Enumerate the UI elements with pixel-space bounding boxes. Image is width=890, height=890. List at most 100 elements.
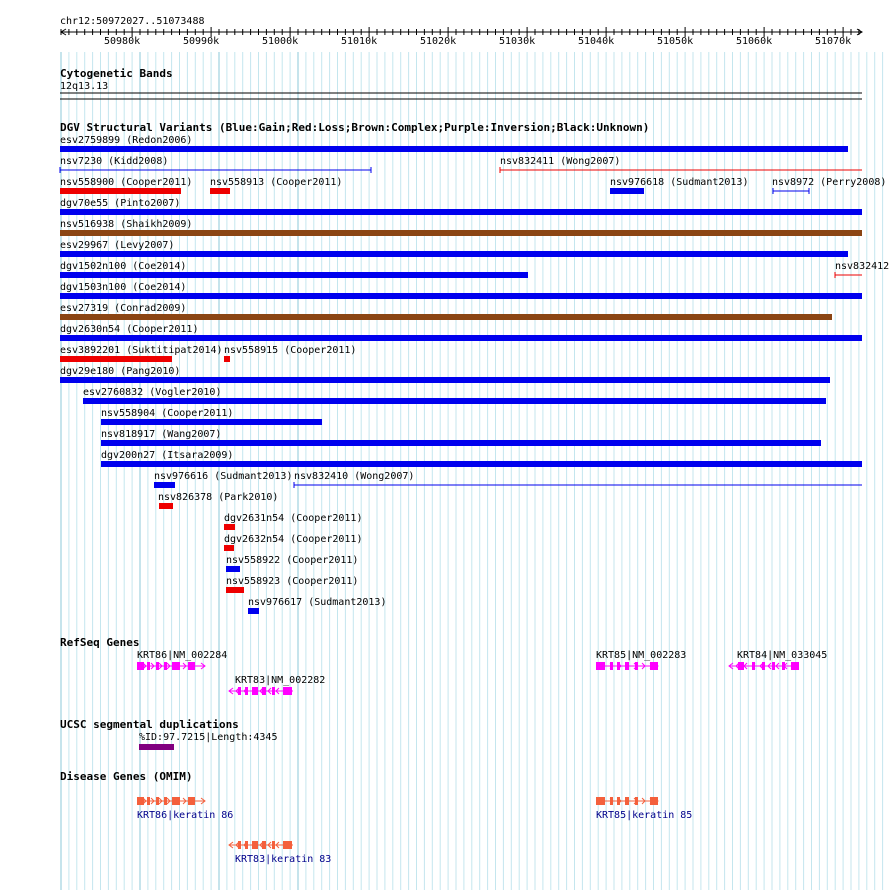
refseq-gene-exon <box>596 662 605 670</box>
strand-chevron-icon <box>633 797 638 805</box>
ruler-tick-label: 51000k <box>262 36 299 47</box>
variant-label[interactable]: nsv832412 <box>835 261 890 272</box>
strand-chevron-icon <box>609 662 614 670</box>
refseq-gene-exon <box>252 687 258 695</box>
ruler-tick-label: 51040k <box>578 36 615 47</box>
variant-label[interactable]: dgv2632n54 (Cooper2011) <box>224 534 363 545</box>
variant-bar <box>224 356 230 362</box>
refseq-gene-exon <box>245 687 248 695</box>
omim-gene-exon <box>272 841 275 849</box>
variant-label[interactable]: nsv558904 (Cooper2011) <box>101 408 234 419</box>
refseq-track-title[interactable]: RefSeq Genes <box>60 636 140 649</box>
variant-label[interactable]: nsv558922 (Cooper2011) <box>226 555 359 566</box>
refseq-gene-exon <box>791 662 799 670</box>
ruler-tick-label: 50990k <box>183 36 220 47</box>
strand-arrow-icon <box>653 797 659 805</box>
strand-arrow-icon <box>200 662 206 670</box>
refseq-gene-exon <box>262 687 266 695</box>
variant-label[interactable]: esv27319 (Conrad2009) <box>60 303 187 314</box>
gene-label[interactable]: KRT84|NM_033045 <box>737 650 828 661</box>
variant-label[interactable]: nsv558915 (Cooper2011) <box>224 345 357 356</box>
refseq-gene-exon <box>283 687 292 695</box>
omim-gene-exon <box>596 797 605 805</box>
variant-label[interactable]: esv29967 (Levy2007) <box>60 240 175 251</box>
strand-chevron-icon <box>251 841 256 849</box>
dgv-track-title[interactable]: DGV Structural Variants (Blue:Gain;Red:L… <box>60 121 650 134</box>
strand-arrow-icon <box>228 687 234 695</box>
variant-label[interactable]: nsv558913 (Cooper2011) <box>210 177 343 188</box>
variant-label[interactable]: dgv1502n100 (Coe2014) <box>60 261 187 272</box>
omim-gene-label[interactable]: KRT86|keratin 86 <box>137 810 234 821</box>
variant-label[interactable]: nsv832410 (Wong2007) <box>294 471 415 482</box>
variant-bar <box>60 377 830 383</box>
variant-label[interactable]: nsv976617 (Sudmant2013) <box>248 597 387 608</box>
strand-chevron-icon <box>158 797 163 805</box>
variant-label[interactable]: nsv8972 (Perry2008) <box>772 177 887 188</box>
refseq-gene-exon <box>772 662 775 670</box>
segdup-track-title[interactable]: UCSC segmental duplications <box>60 718 239 731</box>
omim-gene-exon <box>625 797 629 805</box>
refseq-gene-exon <box>164 662 167 670</box>
variant-label[interactable]: nsv976618 (Sudmant2013) <box>610 177 749 188</box>
cytoband-track-title[interactable]: Cytogenetic Bands <box>60 67 173 80</box>
omim-track-title[interactable]: Disease Genes (OMIM) <box>60 770 193 783</box>
variant-label[interactable]: dgv2631n54 (Cooper2011) <box>224 513 363 524</box>
strand-chevron-icon <box>759 662 764 670</box>
variant-bar <box>101 440 821 446</box>
strand-chevron-icon <box>190 797 195 805</box>
ruler-tick-label: 51030k <box>499 36 536 47</box>
strand-chevron-icon <box>235 687 240 695</box>
omim-gene-exon <box>147 797 150 805</box>
omim-gene-label[interactable]: KRT83|keratin 83 <box>235 854 332 865</box>
variant-bar <box>610 188 644 194</box>
variant-label[interactable]: dgv1503n100 (Coe2014) <box>60 282 187 293</box>
strand-chevron-icon <box>243 841 248 849</box>
refseq-gene-exon <box>147 662 150 670</box>
gene-label[interactable]: KRT83|NM_002282 <box>235 675 326 686</box>
refseq-gene-exon <box>272 687 275 695</box>
variant-label[interactable]: nsv818917 (Wang2007) <box>101 429 222 440</box>
variant-bar <box>83 398 826 404</box>
variant-label[interactable]: nsv976616 (Sudmant2013) <box>154 471 293 482</box>
ruler-tick-label: 51020k <box>420 36 457 47</box>
refseq-gene-exon <box>137 662 144 670</box>
strand-chevron-icon <box>783 662 788 670</box>
variant-label[interactable]: dgv29e180 (Pang2010) <box>60 366 181 377</box>
strand-chevron-icon <box>158 662 163 670</box>
strand-chevron-icon <box>275 687 280 695</box>
refseq-gene-exon <box>156 662 159 670</box>
variant-label[interactable]: dgv70e55 (Pinto2007) <box>60 198 181 209</box>
variant-bar <box>60 356 172 362</box>
variant-label[interactable]: nsv7230 (Kidd2008) <box>60 156 169 167</box>
omim-gene-exon <box>156 797 159 805</box>
variant-label[interactable]: nsv516938 (Shaikh2009) <box>60 219 193 230</box>
strand-arrow-icon <box>653 662 659 670</box>
variant-label[interactable]: esv3892201 (Suktitipat2014) <box>60 345 223 356</box>
gene-label[interactable]: KRT85|NM_002283 <box>596 650 687 661</box>
refseq-gene-exon <box>625 662 629 670</box>
variant-label[interactable]: dgv2630n54 (Cooper2011) <box>60 324 199 335</box>
strand-chevron-icon <box>775 662 780 670</box>
strand-chevron-icon <box>617 797 622 805</box>
strand-chevron-icon <box>735 662 740 670</box>
gene-label[interactable]: KRT86|NM_002284 <box>137 650 228 661</box>
variant-label[interactable]: nsv826378 (Park2010) <box>158 492 279 503</box>
variant-label[interactable]: esv2759899 (Redon2006) <box>60 135 193 146</box>
variant-label[interactable]: nsv558900 (Cooper2011) <box>60 177 193 188</box>
variant-bar <box>60 230 862 236</box>
location-label: chr12:50972027..51073488 <box>60 16 205 27</box>
variant-label[interactable]: esv2760832 (Vogler2010) <box>83 387 222 398</box>
strand-chevron-icon <box>601 662 606 670</box>
variant-label[interactable]: nsv832411 (Wong2007) <box>500 156 621 167</box>
ruler-tick-label: 51050k <box>657 36 694 47</box>
omim-gene-label[interactable]: KRT85|keratin 85 <box>596 810 693 821</box>
variant-label[interactable]: nsv558923 (Cooper2011) <box>226 576 359 587</box>
refseq-gene-exon <box>238 687 241 695</box>
segdup-label[interactable]: %ID:97.7215|Length:4345 <box>139 732 278 743</box>
strand-chevron-icon <box>166 662 171 670</box>
strand-chevron-icon <box>251 687 256 695</box>
variant-label[interactable]: dgv200n27 (Itsara2009) <box>101 450 234 461</box>
strand-chevron-icon <box>791 662 796 670</box>
refseq-gene-exon <box>610 662 613 670</box>
strand-chevron-icon <box>267 687 272 695</box>
